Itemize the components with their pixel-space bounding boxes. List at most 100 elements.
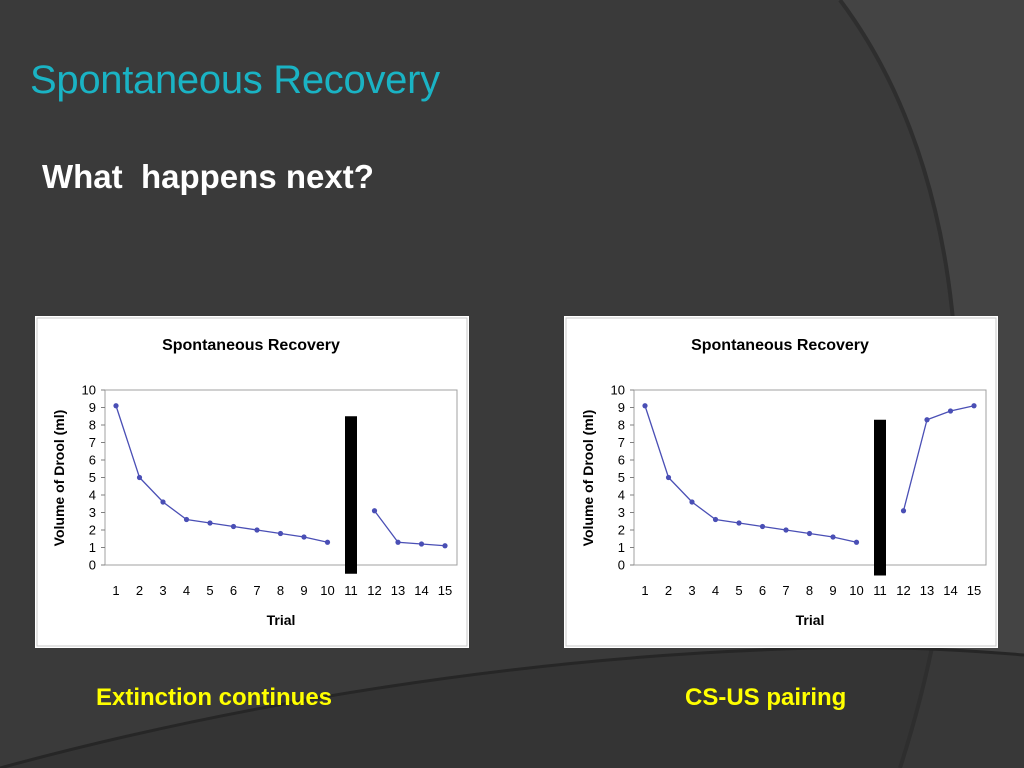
data-point	[160, 499, 166, 505]
x-tick-label: 4	[183, 583, 190, 598]
y-tick-label: 6	[89, 453, 96, 468]
x-tick-label: 10	[849, 583, 863, 598]
x-tick-label: 1	[641, 583, 648, 598]
data-point	[418, 541, 425, 547]
data-point	[395, 539, 401, 545]
y-tick-label: 8	[618, 418, 625, 433]
series-line	[115, 405, 328, 543]
x-tick-label: 7	[782, 583, 789, 598]
y-axis-label: Volume of Drool (ml)	[51, 410, 67, 547]
pause-bar	[345, 416, 357, 574]
data-point	[689, 499, 695, 505]
data-point	[900, 508, 907, 514]
x-tick-label: 8	[806, 583, 813, 598]
chart-frame	[36, 317, 468, 647]
data-point	[830, 534, 836, 540]
data-point	[324, 539, 331, 545]
x-tick-label: 6	[230, 583, 237, 598]
y-tick-label: 1	[618, 540, 625, 555]
y-tick-label: 4	[89, 488, 96, 503]
slide-title: Spontaneous Recovery	[30, 58, 440, 102]
pause-bar	[874, 419, 886, 576]
x-tick-label: 2	[136, 583, 143, 598]
data-point	[230, 523, 237, 530]
data-point	[113, 403, 119, 409]
chart-title: Spontaneous Recovery	[162, 337, 340, 354]
data-point	[277, 530, 284, 537]
x-tick-label: 10	[320, 583, 334, 598]
chart-frame	[565, 317, 997, 647]
y-tick-label: 10	[611, 383, 625, 398]
data-point	[442, 543, 448, 549]
y-tick-label: 9	[618, 400, 625, 415]
y-tick-label: 3	[89, 505, 96, 520]
x-tick-label: 5	[206, 583, 213, 598]
series-line	[644, 405, 857, 543]
data-point	[853, 539, 860, 545]
y-tick-label: 2	[618, 523, 625, 538]
y-tick-label: 9	[89, 400, 96, 415]
x-tick-label: 13	[920, 583, 934, 598]
x-tick-label: 7	[253, 583, 260, 598]
y-tick-label: 1	[89, 540, 96, 555]
data-point	[783, 527, 789, 533]
y-tick-label: 8	[89, 418, 96, 433]
y-tick-label: 4	[618, 488, 625, 503]
data-point	[806, 530, 813, 537]
x-tick-label: 14	[414, 583, 428, 598]
y-tick-label: 6	[618, 453, 625, 468]
series-line	[902, 405, 975, 511]
x-tick-label: 2	[665, 583, 672, 598]
data-point	[642, 403, 648, 409]
x-tick-label: 3	[688, 583, 695, 598]
x-tick-label: 12	[896, 583, 910, 598]
y-tick-label: 10	[82, 383, 96, 398]
data-point	[371, 508, 378, 514]
caption-extinction-continues: Extinction continues	[96, 684, 333, 711]
caption-cs-us-pairing: CS-US pairing	[685, 684, 847, 711]
x-tick-label: 9	[300, 583, 307, 598]
x-tick-label: 9	[829, 583, 836, 598]
y-tick-label: 0	[618, 558, 625, 573]
data-point	[736, 520, 742, 526]
data-point	[947, 408, 954, 414]
data-point	[136, 474, 143, 481]
x-axis-label: Trial	[796, 612, 825, 628]
x-axis-label: Trial	[267, 612, 296, 628]
data-point	[665, 474, 672, 481]
y-tick-label: 5	[89, 470, 96, 485]
series-line	[373, 510, 446, 547]
chart-extinction-continues: Spontaneous Recovery 0 1 2 3 4 5 6 7 8 9 10 1 2 3 4 5 6 7 8…	[35, 316, 469, 648]
x-tick-label: 15	[438, 583, 452, 598]
x-tick-label: 3	[159, 583, 166, 598]
data-point	[254, 527, 260, 533]
slide-question: What happens next?	[42, 158, 374, 195]
y-tick-label: 2	[89, 523, 96, 538]
y-tick-label: 7	[89, 435, 96, 450]
x-tick-label: 13	[391, 583, 405, 598]
x-tick-label: 11	[344, 583, 358, 598]
x-tick-label: 6	[759, 583, 766, 598]
x-tick-label: 8	[277, 583, 284, 598]
y-tick-label: 0	[89, 558, 96, 573]
data-point	[183, 516, 190, 523]
x-tick-label: 14	[943, 583, 957, 598]
x-tick-label: 1	[112, 583, 119, 598]
chart-title: Spontaneous Recovery	[691, 337, 869, 354]
data-point	[712, 516, 719, 523]
x-tick-label: 11	[873, 583, 887, 598]
y-axis-label: Volume of Drool (ml)	[580, 410, 596, 547]
x-tick-label: 4	[712, 583, 719, 598]
x-tick-label: 5	[735, 583, 742, 598]
x-tick-label: 12	[367, 583, 381, 598]
x-tick-label: 15	[967, 583, 981, 598]
data-point	[301, 534, 307, 540]
data-point	[207, 520, 213, 526]
data-point	[924, 417, 930, 423]
chart-cs-us-pairing: Spontaneous Recovery 0 1 2 3 4 5 6 7 8 9 10 1 2 3 4 5 6 7 8…	[564, 316, 998, 648]
y-tick-label: 5	[618, 470, 625, 485]
data-point	[759, 523, 766, 530]
y-tick-label: 3	[618, 505, 625, 520]
y-tick-label: 7	[618, 435, 625, 450]
data-point	[971, 403, 977, 409]
